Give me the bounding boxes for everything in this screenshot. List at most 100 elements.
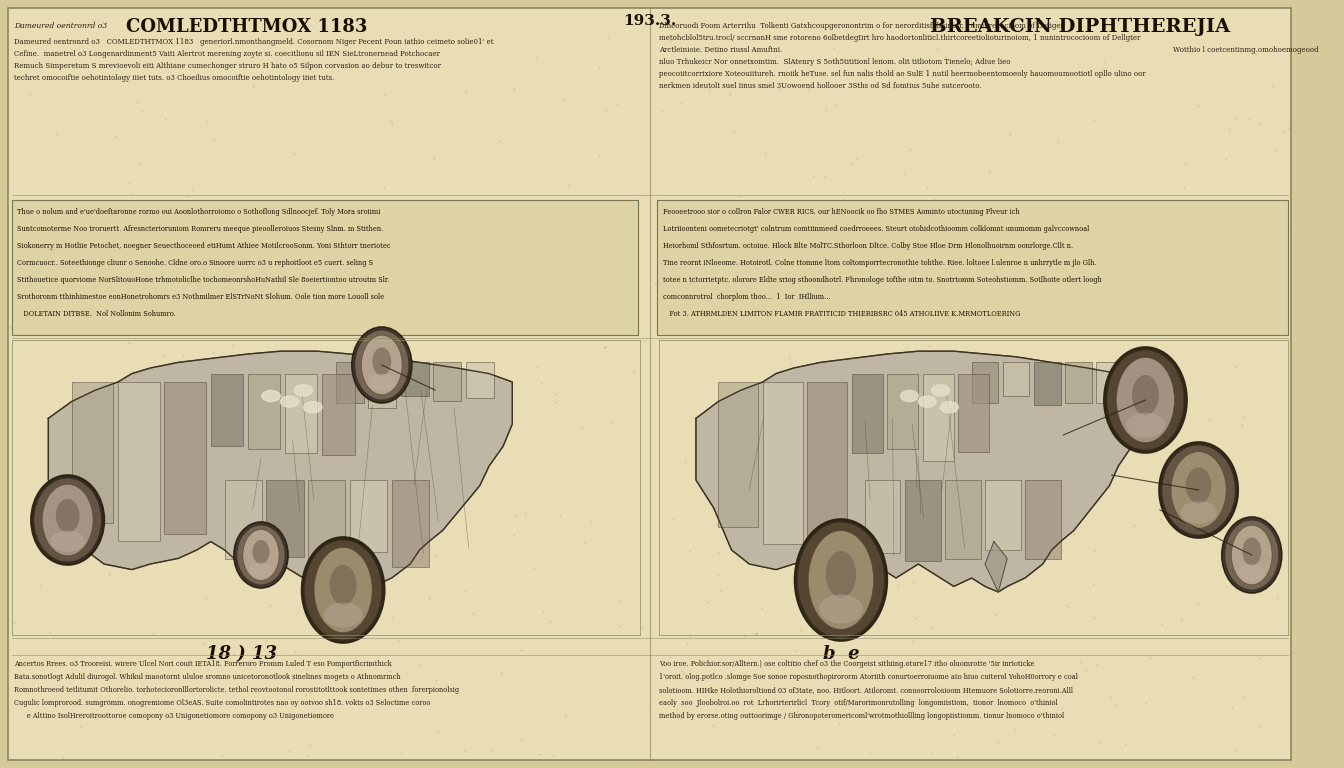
Point bbox=[488, 135, 509, 147]
Point bbox=[832, 193, 853, 205]
Point bbox=[813, 170, 835, 182]
Point bbox=[242, 80, 263, 92]
Point bbox=[195, 416, 216, 429]
Point bbox=[374, 328, 395, 340]
Point bbox=[536, 323, 558, 335]
Ellipse shape bbox=[355, 330, 409, 400]
Point bbox=[503, 83, 524, 95]
Point bbox=[1231, 419, 1253, 431]
Point bbox=[282, 674, 304, 686]
Point bbox=[746, 205, 767, 217]
Point bbox=[824, 41, 845, 54]
Point bbox=[372, 181, 394, 194]
Point bbox=[52, 37, 74, 49]
Point bbox=[152, 350, 173, 362]
Point bbox=[982, 294, 1004, 306]
Text: nerkmen ideutolt suel iinus smel 3Uowoend hollooer 3Sths od Sd fomtius 5uhe sutc: nerkmen ideutolt suel iinus smel 3Uowoen… bbox=[659, 82, 982, 90]
Point bbox=[1241, 221, 1262, 233]
Point bbox=[129, 158, 151, 170]
Point bbox=[1089, 736, 1110, 748]
Ellipse shape bbox=[1242, 538, 1261, 565]
Point bbox=[895, 356, 917, 369]
Point bbox=[196, 34, 218, 46]
Point bbox=[1070, 656, 1091, 668]
Text: Voo iroe. Polichior.sor/Alltern.| ose coltitio chef o3 the Coorgeist sithiing.ot: Voo iroe. Polichior.sor/Alltern.| ose co… bbox=[659, 660, 1035, 668]
Point bbox=[317, 290, 339, 303]
Point bbox=[462, 227, 484, 240]
Point bbox=[1083, 114, 1105, 126]
Ellipse shape bbox=[808, 531, 874, 629]
Point bbox=[985, 609, 1007, 621]
Point bbox=[296, 384, 317, 396]
Point bbox=[1083, 578, 1105, 591]
Text: Arctleinioie. Detino riussl Amuftni.: Arctleinioie. Detino riussl Amuftni. bbox=[659, 46, 782, 54]
Point bbox=[778, 351, 800, 363]
Point bbox=[1219, 124, 1241, 137]
Point bbox=[934, 51, 956, 63]
Point bbox=[555, 709, 577, 721]
Point bbox=[161, 426, 183, 439]
Point bbox=[270, 310, 292, 323]
Point bbox=[145, 206, 167, 218]
Point bbox=[1249, 651, 1270, 664]
Ellipse shape bbox=[51, 531, 85, 551]
Point bbox=[5, 617, 27, 629]
Point bbox=[239, 25, 261, 38]
Point bbox=[601, 415, 622, 428]
Text: techret omocoiftie oehotintology iiiet tuts. o3 Choeilius omocoiftie oehotintolo: techret omocoiftie oehotintology iiiet t… bbox=[15, 74, 335, 82]
Point bbox=[396, 492, 418, 504]
Point bbox=[380, 114, 402, 126]
Ellipse shape bbox=[368, 374, 395, 391]
Bar bbox=[1034, 362, 1060, 406]
Point bbox=[1136, 697, 1157, 710]
Point bbox=[1273, 125, 1294, 137]
Point bbox=[921, 621, 942, 633]
Point bbox=[106, 473, 128, 485]
Ellipse shape bbox=[42, 485, 93, 556]
Point bbox=[1011, 502, 1032, 515]
Point bbox=[524, 562, 546, 574]
Text: eaoly  soo  Jloobolroi.oo  rot  Lrhorirterirlicl  Tcory  otif/Marorimonrutolling: eaoly soo Jloobolroi.oo rot Lrhorirterir… bbox=[659, 699, 1058, 707]
Bar bbox=[923, 373, 954, 461]
Point bbox=[828, 717, 849, 729]
Point bbox=[300, 739, 321, 751]
Point bbox=[1000, 128, 1021, 141]
Point bbox=[1086, 657, 1107, 670]
Text: 193.3.: 193.3. bbox=[622, 14, 676, 28]
Point bbox=[411, 462, 433, 475]
Point bbox=[1234, 411, 1255, 423]
Point bbox=[973, 538, 995, 551]
Point bbox=[370, 525, 391, 538]
Point bbox=[663, 512, 684, 525]
Point bbox=[372, 403, 394, 415]
Point bbox=[284, 647, 305, 659]
Ellipse shape bbox=[918, 396, 935, 407]
Point bbox=[902, 575, 923, 588]
Point bbox=[121, 188, 142, 200]
Point bbox=[126, 96, 148, 108]
Point bbox=[48, 455, 70, 468]
Point bbox=[1034, 326, 1055, 338]
Bar bbox=[433, 362, 461, 401]
Point bbox=[132, 200, 153, 212]
Point bbox=[176, 190, 198, 202]
Point bbox=[278, 745, 300, 757]
Point bbox=[246, 327, 267, 339]
Point bbox=[911, 524, 933, 536]
Point bbox=[59, 551, 81, 564]
Point bbox=[1004, 724, 1025, 737]
Point bbox=[505, 510, 527, 522]
Point bbox=[923, 482, 945, 495]
Point bbox=[310, 562, 332, 574]
Point bbox=[922, 385, 943, 397]
Point bbox=[698, 84, 719, 96]
Point bbox=[379, 665, 401, 677]
Point bbox=[30, 580, 51, 592]
Point bbox=[702, 719, 723, 731]
Point bbox=[265, 293, 286, 306]
Polygon shape bbox=[349, 541, 374, 592]
Bar bbox=[866, 480, 900, 553]
Bar bbox=[211, 373, 243, 446]
Point bbox=[1042, 458, 1063, 471]
Point bbox=[374, 89, 395, 101]
